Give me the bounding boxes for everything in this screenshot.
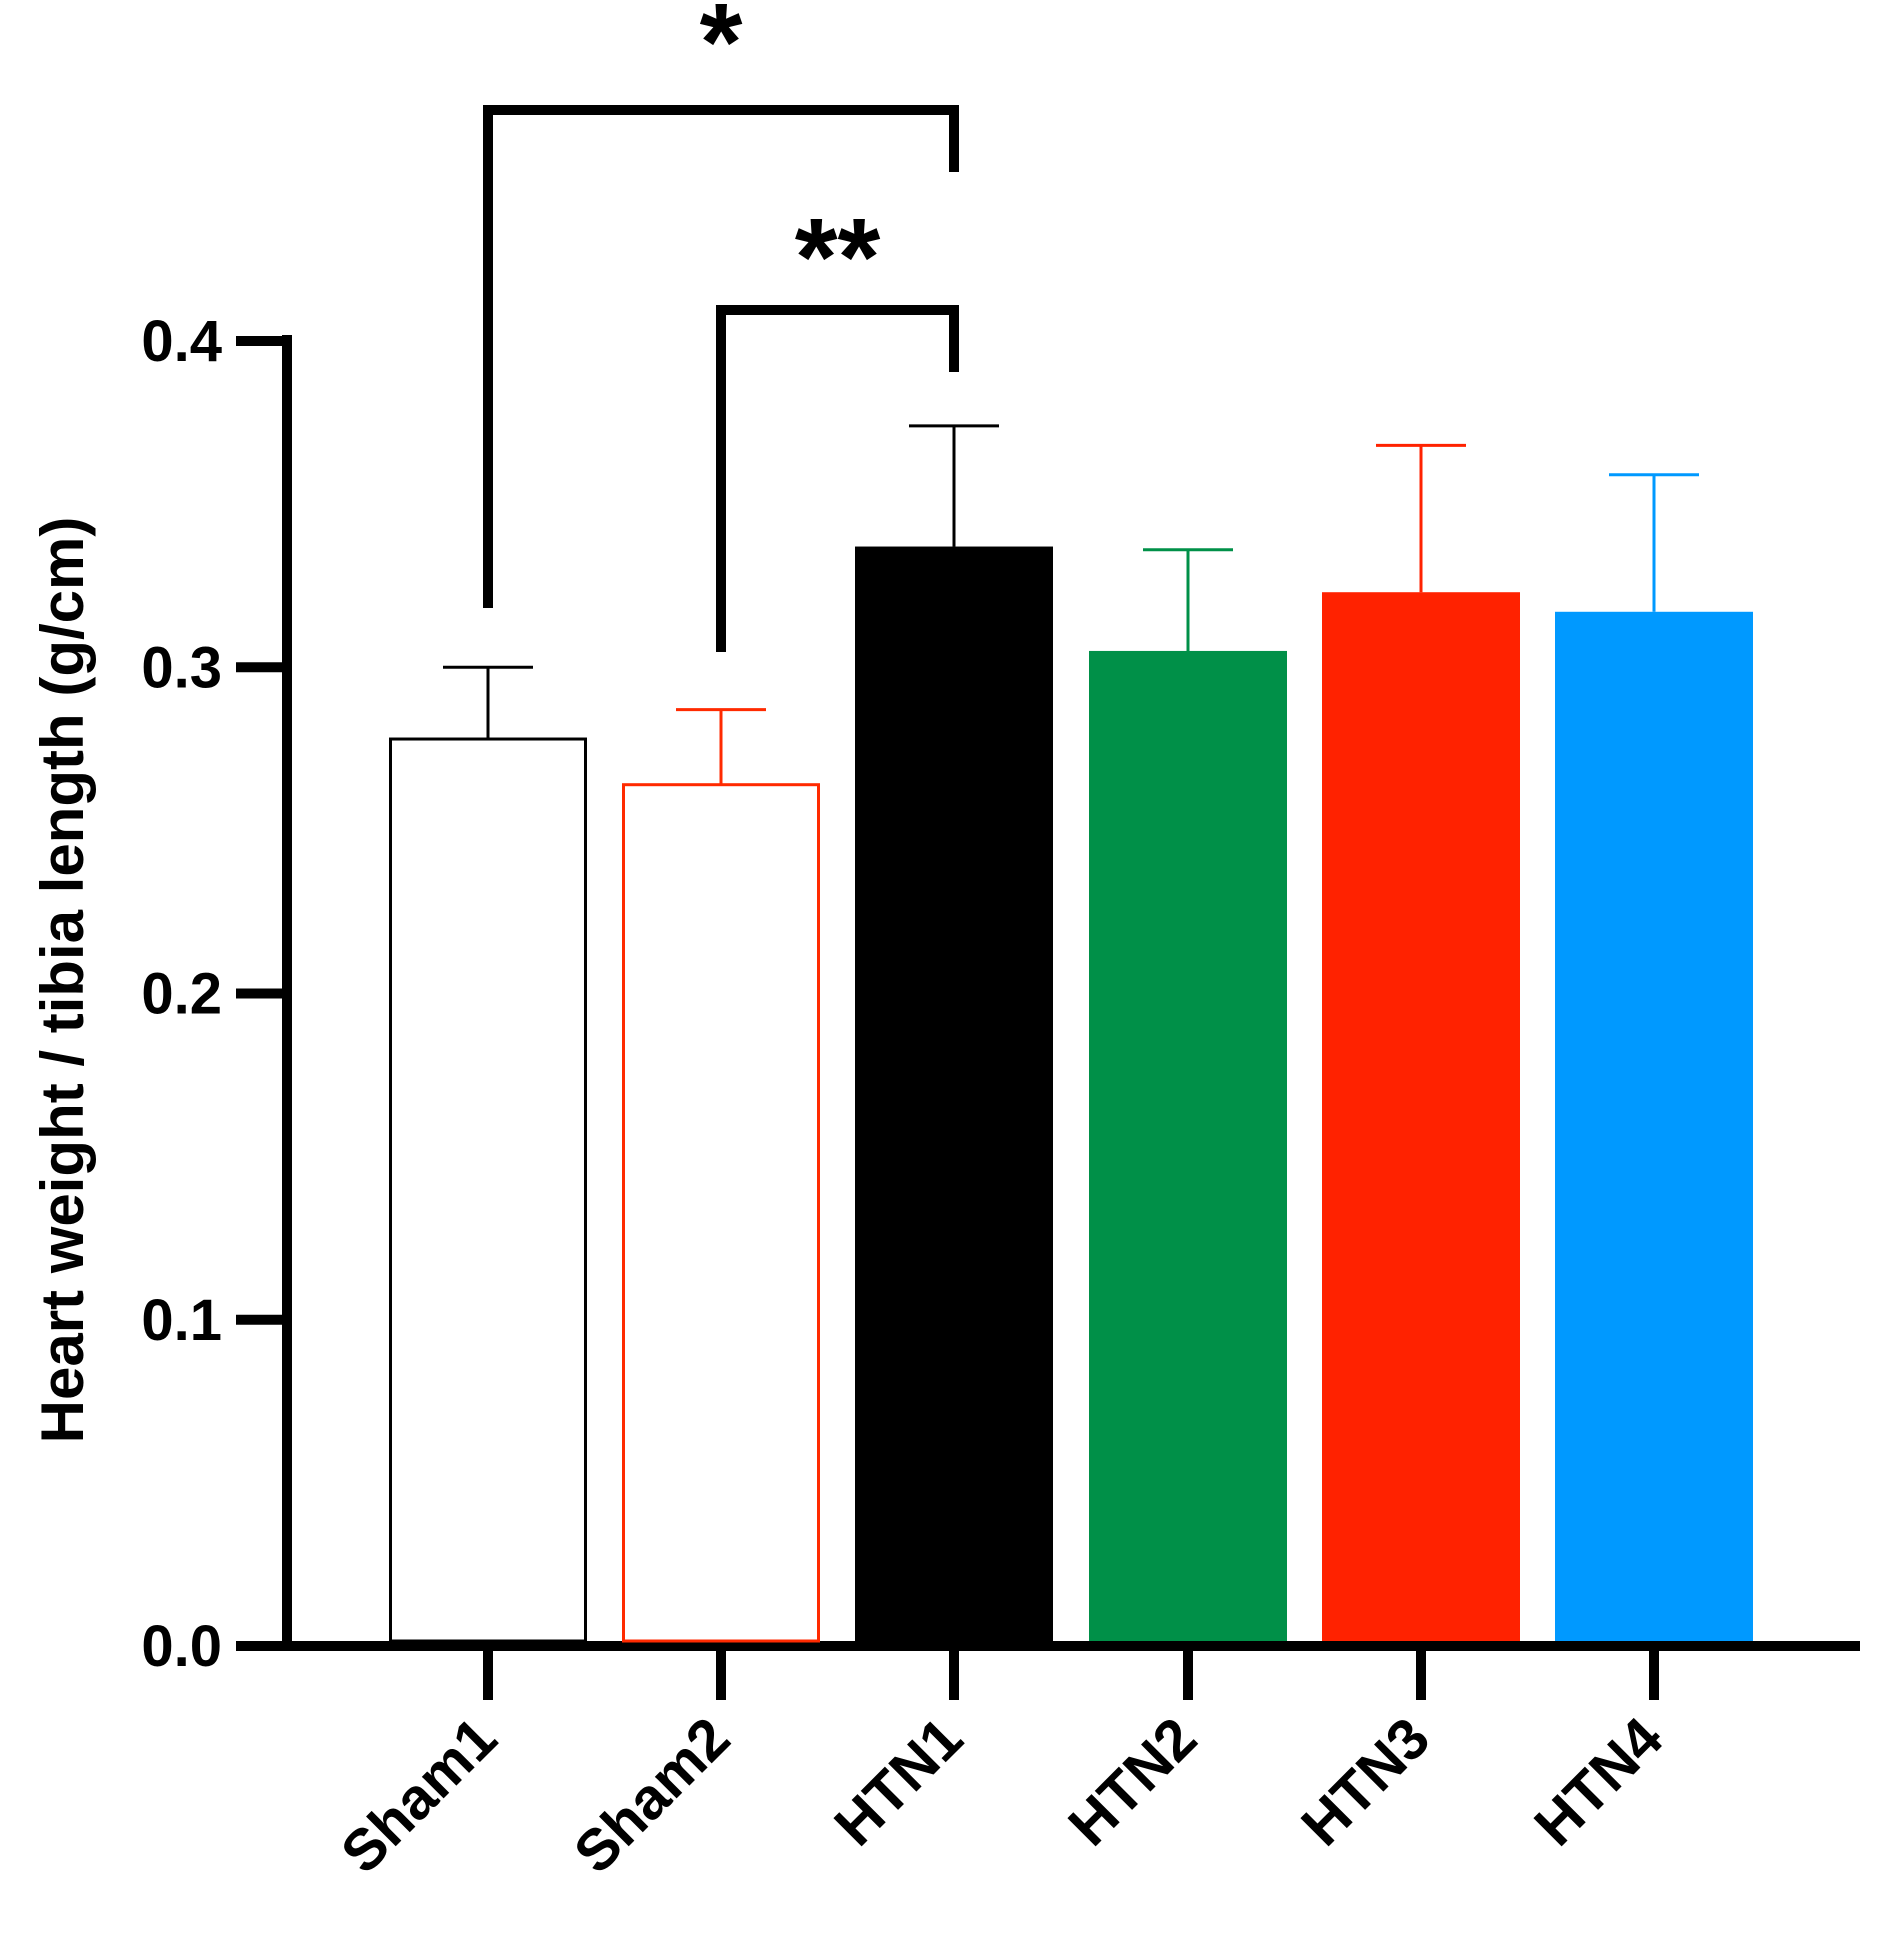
y-axis-title: Heart weight / tibia length (g/cm) <box>29 517 96 1444</box>
significance-label-1: ** <box>795 196 881 319</box>
significance-label-0: * <box>700 0 743 104</box>
x-tick-label-HTN4: HTN4 <box>1522 1705 1675 1858</box>
y-tick-label-4: 0.4 <box>141 309 222 374</box>
significance-bracket-0 <box>483 105 959 608</box>
y-tick-label-1: 0.1 <box>141 1288 222 1353</box>
bar-HTN4 <box>1555 611 1753 1641</box>
x-tick-label-HTN1: HTN1 <box>822 1705 975 1858</box>
significance-bracket-1 <box>716 305 959 652</box>
y-ticks: 0.0 0.1 0.2 0.3 0.4 <box>141 309 287 1679</box>
x-tick-label-HTN2: HTN2 <box>1056 1705 1209 1858</box>
significance-brackets: *** <box>483 0 959 652</box>
bar-Sham2 <box>622 783 820 1643</box>
x-ticks: Sham1 Sham2 HTN1 HTN2 HTN3 HTN4 <box>329 1646 1675 1886</box>
x-tick-label-Sham2: Sham2 <box>562 1705 742 1885</box>
bar-Sham1 <box>389 737 587 1643</box>
y-tick-label-3: 0.3 <box>141 635 222 700</box>
bar-HTN3 <box>1322 592 1520 1641</box>
y-tick-label-0: 0.0 <box>141 1614 222 1679</box>
x-tick-label-Sham1: Sham1 <box>329 1705 509 1885</box>
bar-HTN2 <box>1089 650 1287 1641</box>
x-tick-label-HTN3: HTN3 <box>1289 1705 1442 1858</box>
bars <box>389 424 1753 1643</box>
bar-HTN1 <box>855 546 1053 1641</box>
y-tick-label-2: 0.2 <box>141 962 222 1027</box>
